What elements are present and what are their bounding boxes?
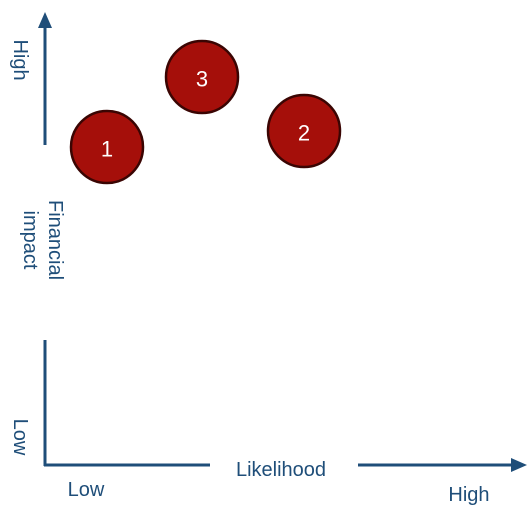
y-axis-low-label: Low [9, 419, 31, 456]
y-axis-title-line2: impact [19, 211, 41, 270]
risk-bubble-1-label: 1 [101, 137, 113, 162]
y-axis-arrowhead [38, 12, 52, 28]
risk-bubble-3-circle [164, 39, 240, 115]
risk-bubble-2: 2 [266, 93, 342, 169]
risk-bubble-2-circle [266, 93, 342, 169]
risk-bubble-3-label: 3 [196, 67, 208, 92]
risk-bubble-1-circle [69, 109, 145, 185]
risk-bubble-3: 3 [164, 39, 240, 115]
risk-bubble-1: 1 [69, 109, 145, 185]
risk-bubble-2-label: 2 [298, 121, 310, 146]
x-axis-arrowhead [511, 458, 527, 472]
x-axis-high-label: High [448, 484, 489, 506]
x-axis-title: Likelihood [236, 459, 326, 481]
y-axis-high-label: High [9, 39, 31, 80]
y-axis-title-line1: Financial [44, 200, 66, 280]
x-axis-low-label: Low [68, 479, 105, 501]
